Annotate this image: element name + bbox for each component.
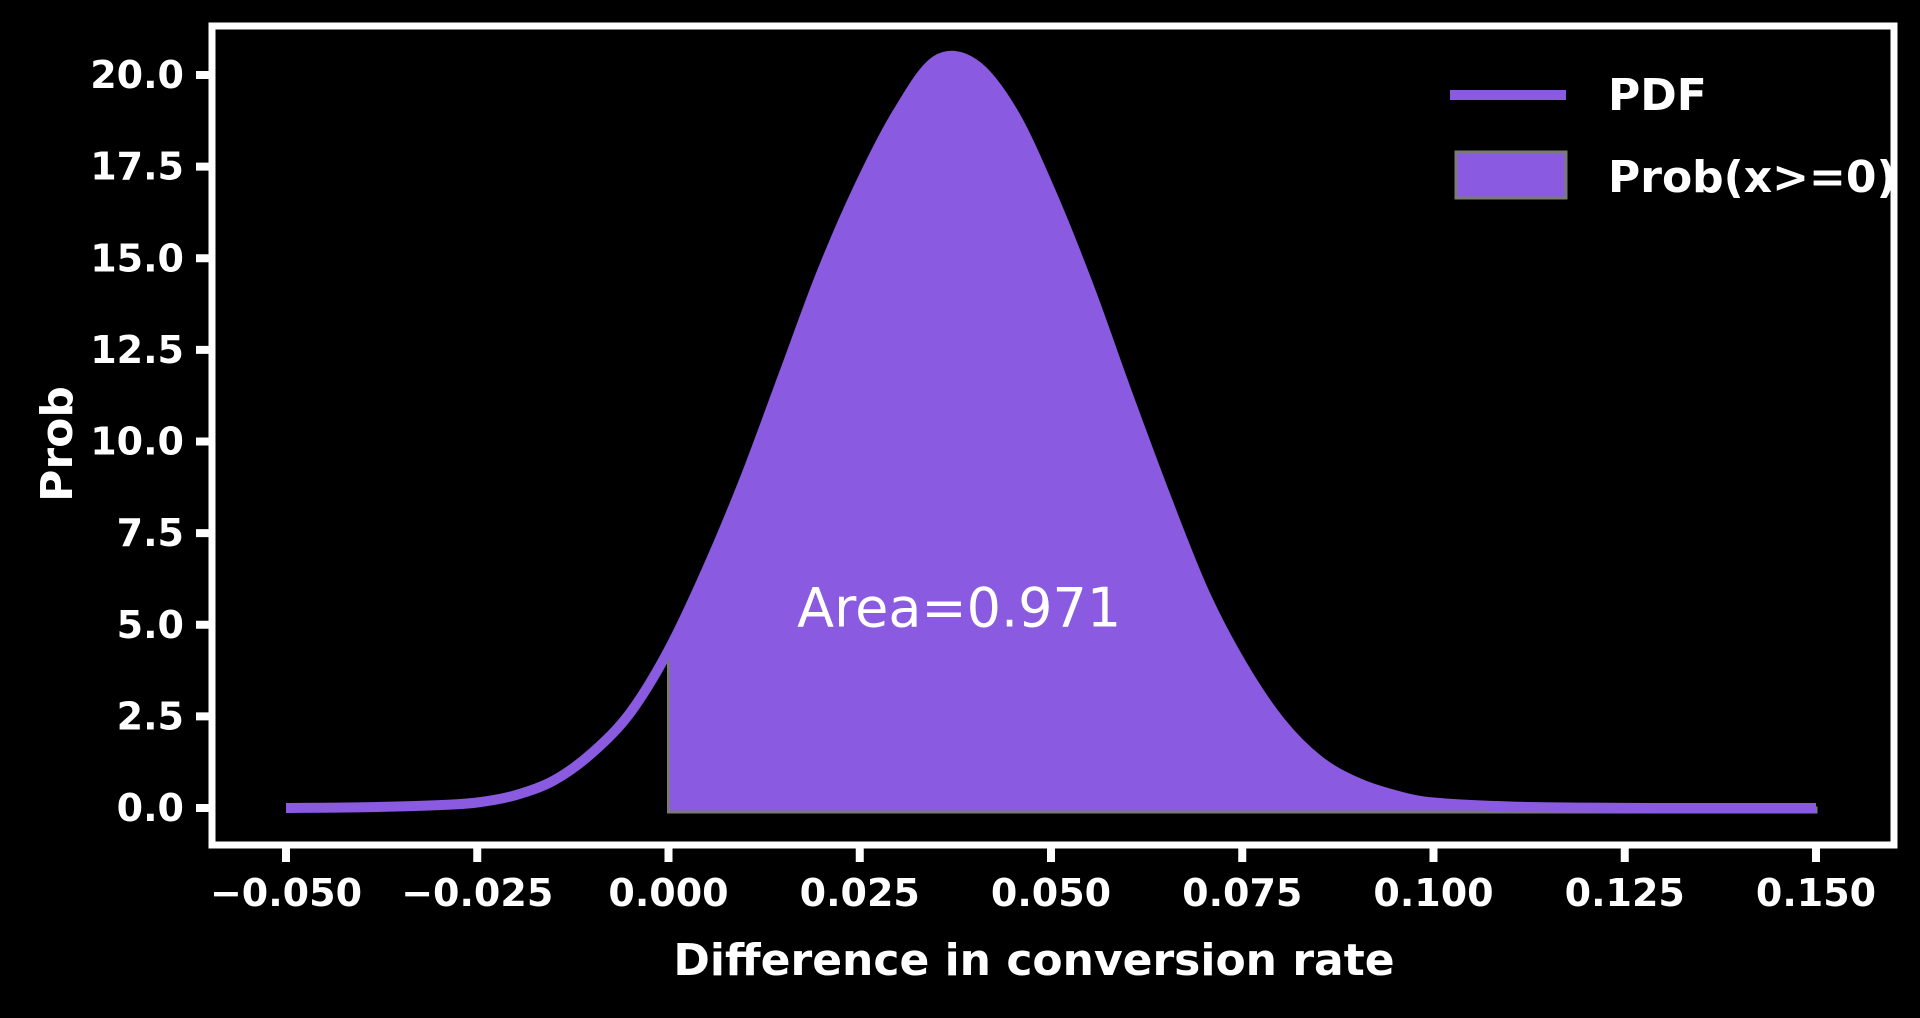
y-axis: 0.0 2.5 5.0 7.5 10.0 12.5 15.0 17.5 20.0 <box>90 53 210 830</box>
x-tick-label: 0.000 <box>608 871 728 915</box>
y-tick-label: 15.0 <box>90 236 184 280</box>
x-axis: −0.050 −0.025 0.000 0.025 0.050 0.075 0.100 0.1… <box>210 848 1876 915</box>
x-tick-label: 0.100 <box>1373 871 1493 915</box>
y-tick-label: 12.5 <box>90 328 184 372</box>
x-tick-label: 0.150 <box>1756 871 1876 915</box>
x-tick-label: 0.125 <box>1565 871 1685 915</box>
legend-area-swatch <box>1454 150 1568 200</box>
area-annotation: Area=0.971 <box>797 576 1121 639</box>
legend: PDF Prob(x>=0) <box>1450 70 1897 203</box>
line-layer <box>285 50 1816 814</box>
x-tick-label: 0.050 <box>991 871 1111 915</box>
y-tick-label: 17.5 <box>90 145 184 189</box>
y-tick-label: 10.0 <box>90 420 184 464</box>
x-tick-label: 0.075 <box>1182 871 1302 915</box>
legend-pdf-label: PDF <box>1608 70 1707 121</box>
y-axis-label: Prob <box>32 386 83 502</box>
y-tick-label: 0.0 <box>117 786 184 830</box>
y-tick-label: 7.5 <box>117 511 184 555</box>
legend-area-label: Prob(x>=0) <box>1608 152 1897 203</box>
x-tick-label: −0.025 <box>401 871 553 915</box>
y-tick-label: 5.0 <box>117 603 184 647</box>
x-tick-label: 0.025 <box>800 871 920 915</box>
x-axis-label: Difference in conversion rate <box>673 935 1394 986</box>
y-tick-label: 2.5 <box>117 694 184 738</box>
pdf-line <box>285 50 1816 814</box>
x-tick-label: −0.050 <box>210 871 362 915</box>
y-tick-label: 20.0 <box>90 53 184 97</box>
